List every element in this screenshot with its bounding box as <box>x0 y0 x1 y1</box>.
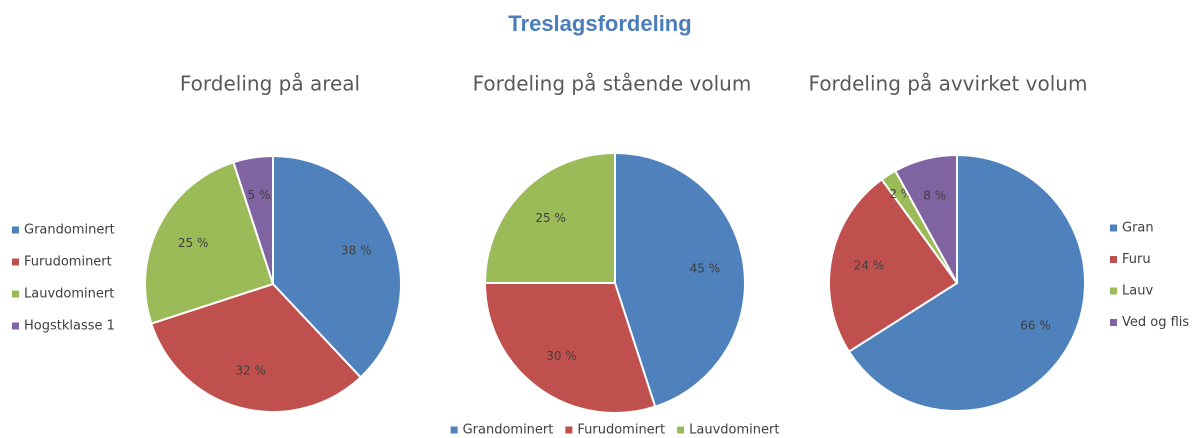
legend: Grandominert Furudominert Lauvdominert <box>450 423 779 438</box>
legend-swatch <box>12 226 19 234</box>
legend-label: Lauvdominert <box>24 287 114 302</box>
data-label: 5 % <box>248 188 271 202</box>
pie-slice <box>847 153 1086 412</box>
pie-slice <box>483 282 657 414</box>
legend-label: Furudominert <box>577 423 665 438</box>
pie-slice <box>144 161 275 325</box>
legend-swatch <box>1110 224 1117 232</box>
data-label: 24 % <box>854 259 885 273</box>
legend-swatch <box>12 322 19 330</box>
legend-label: Grandominert <box>24 223 115 238</box>
legend-label: Furu <box>1122 252 1151 267</box>
legend-swatch <box>1110 287 1117 295</box>
legend-swatch <box>677 426 685 434</box>
data-label: 25 % <box>535 211 566 225</box>
data-label: 32 % <box>235 363 266 377</box>
pie-slice <box>614 151 746 408</box>
chart-title: Fordeling på areal <box>180 72 360 96</box>
chart-title: Fordeling på stående volum <box>473 72 752 96</box>
pie-slice <box>893 153 958 284</box>
legend-label: Grandominert <box>463 423 554 438</box>
legend-label: Lauvdominert <box>689 423 779 438</box>
data-label: 45 % <box>690 261 721 275</box>
legend-swatch <box>1110 256 1117 263</box>
data-label: 8 % <box>923 189 946 203</box>
legend-swatch <box>1110 319 1117 326</box>
pie-slice <box>483 151 616 284</box>
legend-label: Lauv <box>1122 284 1153 299</box>
data-label: 38 % <box>341 244 372 258</box>
legend-swatch <box>12 290 19 298</box>
legend-label: Ved og flis <box>1122 315 1189 330</box>
legend-swatch <box>565 426 573 434</box>
pie-slice <box>828 178 959 353</box>
pie-slice <box>272 154 402 379</box>
pie-slice <box>232 154 274 285</box>
legend-label: Hogstklasse 1 <box>24 319 115 334</box>
legend-swatch <box>12 258 19 266</box>
legend-label: Furudominert <box>24 255 112 270</box>
chart-title: Fordeling på avvirket volum <box>809 72 1088 96</box>
legend-label: Gran <box>1122 221 1154 236</box>
data-label: 66 % <box>1020 319 1051 333</box>
data-label: 30 % <box>546 349 577 363</box>
data-label: 25 % <box>178 236 209 250</box>
legend-swatch <box>450 426 458 434</box>
page-title: Treslagsfordeling <box>508 11 691 36</box>
pie-slice <box>150 282 363 413</box>
